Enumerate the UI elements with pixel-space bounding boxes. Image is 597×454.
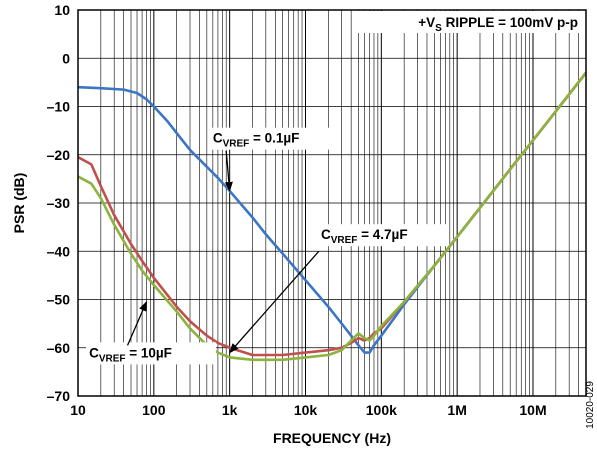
y-tick-labels: 10 0 –10 –20 –30 –40 –50 –60 –70 <box>47 2 71 404</box>
series-layer <box>78 71 586 362</box>
x-tick-label: 10 <box>70 402 86 418</box>
condition-label: +VS RIPPLE = 100mV p-p <box>352 11 584 34</box>
annotation-ann-4-7uF: CVREF = 4.7µF <box>321 227 408 246</box>
y-tick-label: –40 <box>47 243 71 259</box>
annotation-arrow <box>224 150 233 192</box>
y-tick-label: 10 <box>54 2 70 18</box>
condition-background <box>352 11 584 33</box>
x-axis-title: FREQUENCY (Hz) <box>273 430 391 446</box>
annotation-ann-10uF: CVREF = 10µF <box>89 345 172 364</box>
y-tick-label: –10 <box>47 99 71 115</box>
figure-id: 10020-029 <box>585 381 596 429</box>
x-tick-label: 10M <box>519 402 546 418</box>
annotation-background <box>317 224 448 247</box>
annotations: CVREF = 0.1µF CVREF = 4.7µF CVREF = 10µF <box>86 127 448 365</box>
y-tick-label: –30 <box>47 195 71 211</box>
x-tick-labels: 10 100 1k 10k 100k 1M 10M <box>70 402 546 418</box>
annotation-arrow <box>229 250 320 354</box>
annotation-background <box>86 342 217 365</box>
condition-text: +VS RIPPLE = 100mV p-p <box>418 15 578 34</box>
x-tick-label: 100 <box>142 402 166 418</box>
annotation-background <box>209 127 340 150</box>
annotation-ann-0-1uF: CVREF = 0.1µF <box>213 131 300 150</box>
y-tick-label: –60 <box>47 340 71 356</box>
grid <box>77 9 587 397</box>
y-tick-label: –20 <box>47 147 71 163</box>
x-tick-label: 1k <box>222 402 238 418</box>
x-tick-label: 10k <box>294 402 318 418</box>
y-axis-title: PSR (dB) <box>11 173 27 234</box>
x-tick-label: 1M <box>447 402 466 418</box>
plot-frame <box>77 9 587 397</box>
y-tick-label: 0 <box>62 50 70 66</box>
x-tick-label: 100k <box>366 402 397 418</box>
y-tick-label: –70 <box>47 388 71 404</box>
series-cvref-10uF <box>78 71 586 362</box>
annotation-arrow <box>126 300 148 346</box>
y-tick-label: –50 <box>47 292 71 308</box>
